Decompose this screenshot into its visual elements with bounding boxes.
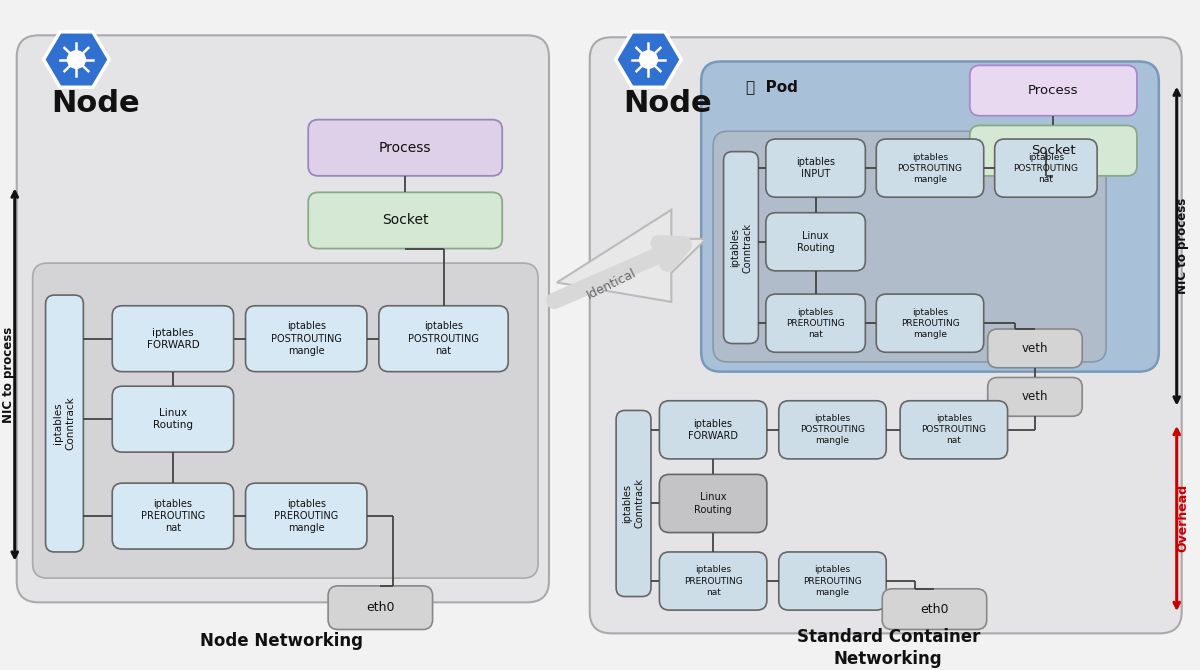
FancyBboxPatch shape xyxy=(876,139,984,197)
FancyBboxPatch shape xyxy=(701,62,1159,372)
Text: Overhead: Overhead xyxy=(1176,484,1189,552)
FancyBboxPatch shape xyxy=(970,125,1136,176)
Text: iptables
POSTROUTING
nat: iptables POSTROUTING nat xyxy=(1014,153,1079,184)
FancyBboxPatch shape xyxy=(113,386,234,452)
Text: veth: veth xyxy=(1021,342,1049,355)
Text: Linux
Routing: Linux Routing xyxy=(797,230,834,253)
FancyBboxPatch shape xyxy=(876,294,984,352)
FancyBboxPatch shape xyxy=(766,212,865,271)
Text: Node: Node xyxy=(52,88,140,118)
Text: iptables
FORWARD: iptables FORWARD xyxy=(688,419,738,441)
FancyBboxPatch shape xyxy=(246,483,367,549)
Text: iptables
Conntrack: iptables Conntrack xyxy=(53,397,76,450)
Circle shape xyxy=(67,51,85,68)
FancyBboxPatch shape xyxy=(246,306,367,372)
Text: iptables
Conntrack: iptables Conntrack xyxy=(730,222,752,273)
Text: iptables
PREROUTING
mangle: iptables PREROUTING mangle xyxy=(274,498,338,533)
FancyBboxPatch shape xyxy=(379,306,508,372)
Text: Identical: Identical xyxy=(584,267,638,302)
FancyBboxPatch shape xyxy=(589,38,1182,633)
Text: eth0: eth0 xyxy=(366,601,395,614)
Text: Socket: Socket xyxy=(1031,144,1075,157)
Text: iptables
FORWARD: iptables FORWARD xyxy=(146,328,199,350)
FancyBboxPatch shape xyxy=(970,66,1136,116)
FancyBboxPatch shape xyxy=(766,294,865,352)
Text: iptables
Conntrack: iptables Conntrack xyxy=(623,478,644,529)
Text: iptables
PREROUTING
nat: iptables PREROUTING nat xyxy=(140,498,205,533)
Text: iptables
PREROUTING
mangle: iptables PREROUTING mangle xyxy=(901,308,959,339)
Text: iptables
PREROUTING
nat: iptables PREROUTING nat xyxy=(786,308,845,339)
Text: Node: Node xyxy=(624,88,713,118)
FancyBboxPatch shape xyxy=(46,295,83,552)
Text: Linux
Routing: Linux Routing xyxy=(695,492,732,515)
FancyBboxPatch shape xyxy=(616,411,650,596)
Text: iptables
POSTROUTING
nat: iptables POSTROUTING nat xyxy=(922,414,986,446)
Text: Node Networking: Node Networking xyxy=(200,632,362,650)
Text: iptables
PREROUTING
mangle: iptables PREROUTING mangle xyxy=(803,565,862,596)
Text: iptables
PREROUTING
nat: iptables PREROUTING nat xyxy=(684,565,743,596)
FancyBboxPatch shape xyxy=(328,586,432,630)
Text: iptables
INPUT: iptables INPUT xyxy=(796,157,835,180)
FancyBboxPatch shape xyxy=(17,36,548,602)
FancyBboxPatch shape xyxy=(900,401,1008,459)
Text: Standard Container
Networking: Standard Container Networking xyxy=(797,628,980,668)
Text: iptables
POSTROUTING
mangle: iptables POSTROUTING mangle xyxy=(800,414,865,446)
FancyBboxPatch shape xyxy=(308,192,503,249)
FancyBboxPatch shape xyxy=(988,329,1082,368)
Text: Socket: Socket xyxy=(382,214,428,227)
Text: Linux
Routing: Linux Routing xyxy=(152,408,193,430)
FancyBboxPatch shape xyxy=(660,401,767,459)
Polygon shape xyxy=(557,210,706,302)
Text: Process: Process xyxy=(379,141,432,155)
FancyBboxPatch shape xyxy=(995,139,1097,197)
FancyBboxPatch shape xyxy=(779,401,887,459)
FancyBboxPatch shape xyxy=(113,306,234,372)
Text: iptables
POSTROUTING
nat: iptables POSTROUTING nat xyxy=(408,322,479,356)
FancyBboxPatch shape xyxy=(988,377,1082,416)
Text: eth0: eth0 xyxy=(920,602,949,616)
Text: NIC to process: NIC to process xyxy=(2,326,16,423)
FancyBboxPatch shape xyxy=(766,139,865,197)
FancyArrowPatch shape xyxy=(554,243,684,301)
Text: iptables
POSTROUTING
mangle: iptables POSTROUTING mangle xyxy=(271,322,342,356)
Text: NIC to process: NIC to process xyxy=(1176,198,1189,293)
Circle shape xyxy=(640,51,658,68)
Text: iptables
POSTROUTING
mangle: iptables POSTROUTING mangle xyxy=(898,153,962,184)
FancyBboxPatch shape xyxy=(660,552,767,610)
FancyBboxPatch shape xyxy=(882,589,986,630)
FancyBboxPatch shape xyxy=(779,552,887,610)
FancyBboxPatch shape xyxy=(724,151,758,344)
FancyBboxPatch shape xyxy=(113,483,234,549)
FancyBboxPatch shape xyxy=(660,474,767,533)
Text: veth: veth xyxy=(1021,391,1049,403)
Text: Process: Process xyxy=(1028,84,1079,97)
FancyBboxPatch shape xyxy=(32,263,538,578)
FancyBboxPatch shape xyxy=(308,120,503,176)
Text: 📦  Pod: 📦 Pod xyxy=(746,79,798,94)
FancyBboxPatch shape xyxy=(713,131,1106,362)
